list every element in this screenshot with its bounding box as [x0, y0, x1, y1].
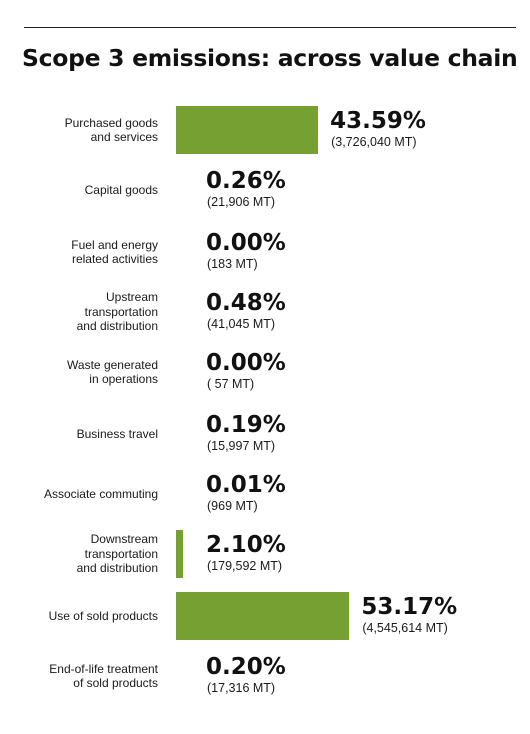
category-label: Upstream transportation and distribution [76, 290, 158, 334]
tonnage-label: (15,997 MT) [207, 439, 276, 453]
value-label: 0.20% [206, 654, 286, 680]
bar [176, 592, 350, 640]
category-label: End-of-life treatment of sold products [49, 661, 158, 691]
value-label: 0.00% [206, 350, 286, 376]
tonnage-label: (3,726,040 MT) [331, 135, 417, 149]
tonnage-label: ( 57 MT) [207, 377, 255, 391]
tonnage-label: (969 MT) [207, 499, 258, 513]
value-label: 53.17% [361, 594, 458, 620]
value-label: 0.19% [206, 412, 286, 438]
value-label: 0.26% [206, 168, 286, 194]
category-label: Purchased goods and services [64, 115, 158, 145]
category-label: Capital goods [84, 182, 158, 197]
value-label: 0.00% [206, 230, 286, 256]
tonnage-label: (17,316 MT) [207, 681, 276, 695]
value-label: 2.10% [206, 532, 286, 558]
category-label: Associate commuting [43, 486, 158, 501]
category-label: Use of sold products [48, 608, 158, 623]
value-label: 43.59% [330, 108, 426, 134]
value-label: 0.01% [206, 472, 286, 498]
tonnage-label: (179,592 MT) [207, 559, 283, 573]
value-label: 0.48% [206, 290, 286, 316]
bar [176, 530, 183, 578]
category-label: Waste generated in operations [67, 357, 158, 387]
tonnage-label: (4,545,614 MT) [362, 621, 448, 635]
tonnage-label: (21,906 MT) [207, 195, 276, 209]
chart-title: Scope 3 emissions: across value chain [22, 44, 518, 72]
bar [176, 106, 319, 154]
tonnage-label: (41,045 MT) [207, 317, 276, 331]
category-label: Downstream transportation and distributi… [76, 532, 158, 576]
top-rule [24, 27, 516, 28]
category-label: Fuel and energy related activities [71, 237, 158, 267]
category-label: Business travel [76, 426, 158, 441]
tonnage-label: (183 MT) [207, 257, 258, 271]
